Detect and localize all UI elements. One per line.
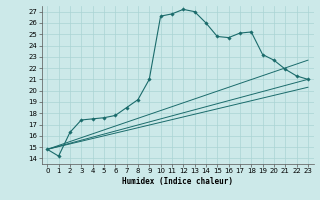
X-axis label: Humidex (Indice chaleur): Humidex (Indice chaleur): [122, 177, 233, 186]
